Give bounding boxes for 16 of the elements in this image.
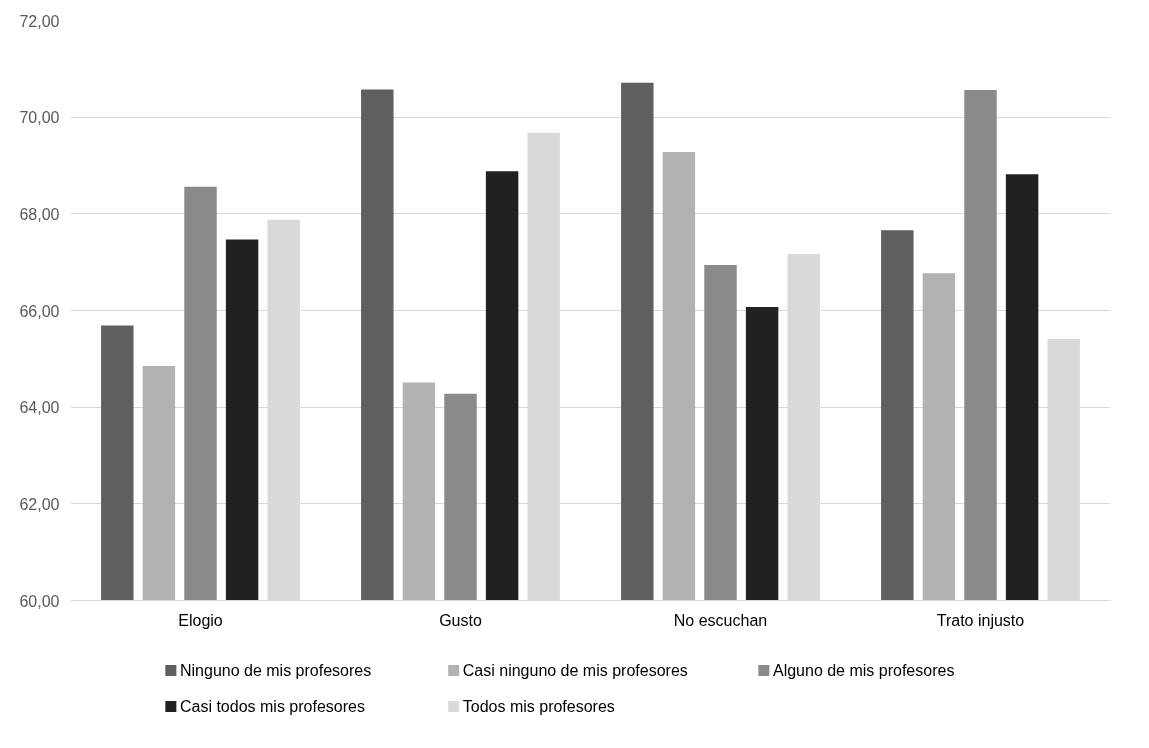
- y-tick-label: 60,00: [19, 592, 60, 610]
- y-tick-label: 62,00: [19, 495, 60, 513]
- x-tick-label: Gusto: [439, 611, 482, 629]
- legend-label: Casi todos mis profesores: [179, 698, 365, 715]
- y-tick-label: 72,00: [19, 12, 60, 30]
- legend-label: Ninguno de mis profesores: [179, 662, 372, 679]
- x-tick-label: Elogio: [178, 611, 223, 629]
- y-tick-label: 68,00: [19, 205, 60, 223]
- y-tick-label: 64,00: [19, 399, 60, 417]
- legend-label: Alguno de mis profesores: [772, 662, 955, 679]
- x-tick-label: No escuchan: [673, 611, 768, 629]
- x-tick-label: Trato injusto: [936, 611, 1025, 629]
- legend-label: Casi ninguno de mis profesores: [462, 662, 688, 679]
- legend-label: Todos mis profesores: [462, 698, 615, 715]
- y-tick-label: 66,00: [19, 302, 60, 320]
- y-tick-label: 70,00: [19, 109, 60, 127]
